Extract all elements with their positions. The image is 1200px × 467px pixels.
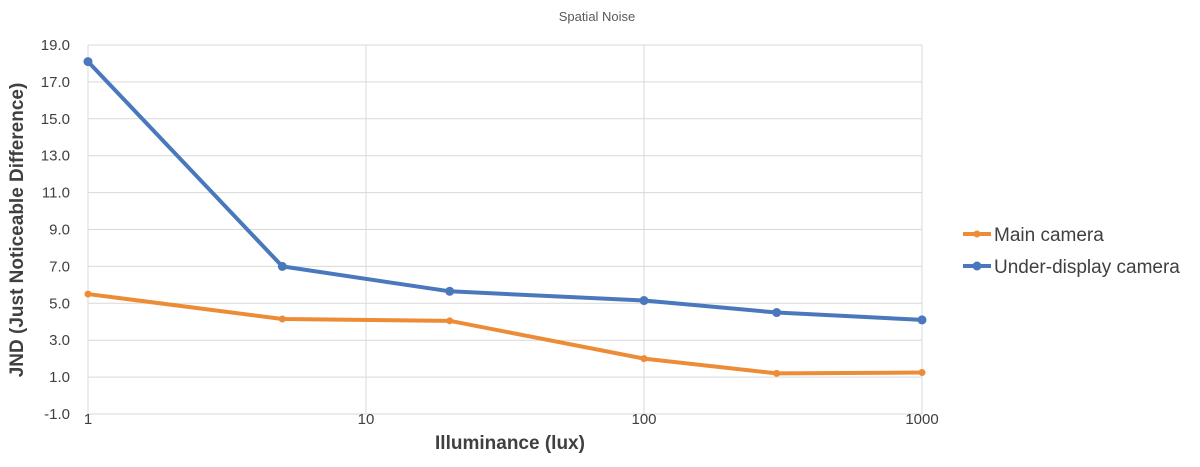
data-point [278,315,286,323]
y-tick-label: 1.0 [49,369,70,386]
data-point [918,368,926,376]
y-tick-label: 5.0 [49,295,70,312]
legend-label: Main camera [994,225,1104,246]
data-point [83,57,93,67]
x-tick-label: 100 [631,411,656,428]
chart-title: Spatial Noise [559,9,636,24]
legend: Main camera Under-display camera [963,225,1180,278]
data-point [639,296,649,306]
series-line-2 [86,60,923,322]
y-tick-label: 3.0 [49,332,70,349]
x-tick-label: 1000 [905,411,938,428]
x-tick-label: 1 [84,411,92,428]
y-axis-ticks: -1.0 1.0 3.0 5.0 7.0 9.0 11.0 13.0 15.0 17.0 19.0 [41,37,70,423]
y-axis-title: JND (Just Noticeable Difference) [7,83,28,378]
data-point [446,317,454,325]
data-point [640,355,648,363]
y-tick-label: 19.0 [41,37,70,54]
data-point [772,308,782,318]
y-tick-label: 17.0 [41,74,70,91]
gridlines [87,44,923,415]
x-axis-ticks: 1 10 100 1000 [84,411,939,428]
legend-label: Under-display camera [994,257,1180,278]
legend-marker [972,261,982,271]
x-axis-title: Illuminance (lux) [435,433,585,454]
legend-marker [973,230,981,238]
data-point [445,286,455,296]
y-tick-label: 9.0 [49,222,70,239]
y-tick-label: -1.0 [44,406,70,423]
data-point [84,290,92,298]
y-tick-label: 13.0 [41,148,70,165]
data-point [773,369,781,377]
data-point [917,315,927,325]
y-tick-label: 11.0 [42,185,70,202]
x-tick-label: 10 [358,411,375,428]
y-tick-label: 7.0 [49,258,70,275]
series-layer [83,57,927,377]
series-line-1 [87,292,923,376]
y-tick-label: 15.0 [41,111,70,128]
data-point [277,261,287,271]
